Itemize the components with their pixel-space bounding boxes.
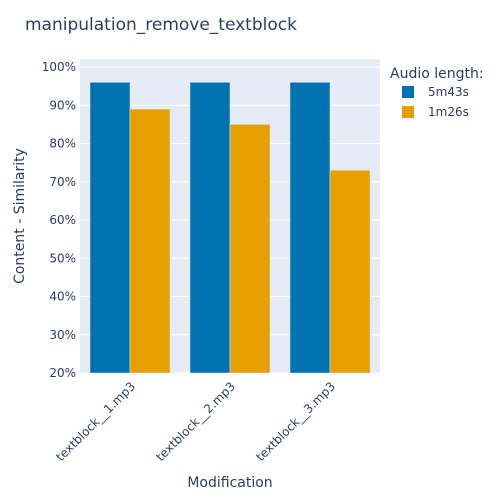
legend-swatch[interactable] [402, 86, 414, 98]
bar-1m26s-1[interactable] [129, 108, 171, 374]
y-tick-label: 80% [49, 137, 76, 151]
x-axis-label: Modification [187, 475, 272, 491]
y-tick-label: 90% [49, 98, 76, 112]
y-tick-label: 60% [49, 213, 76, 227]
legend-swatch[interactable] [402, 106, 414, 118]
bar-1m26s-3[interactable] [329, 170, 371, 374]
y-axis-label: Content - Similarity [12, 148, 28, 284]
legend-title: Audio length: [390, 66, 484, 82]
bar-1m26s-2[interactable] [229, 124, 271, 374]
bars [89, 82, 371, 374]
y-tick-label: 40% [49, 290, 76, 304]
y-tick-label: 50% [49, 251, 76, 265]
legend-item-label[interactable]: 1m26s [428, 105, 469, 119]
legend-item-label[interactable]: 5m43s [428, 85, 469, 99]
y-tick-label: 20% [49, 366, 76, 380]
x-axis-ticks: textblock__1.mp3 textblock__2.mp3 textbloc… [53, 379, 338, 464]
legend[interactable]: Audio length: 5m43s 1m26s [390, 66, 484, 119]
bar-5m43s-3[interactable] [289, 82, 331, 374]
y-tick-label: 100% [42, 60, 76, 74]
y-tick-label: 70% [49, 175, 76, 189]
bar-5m43s-1[interactable] [89, 82, 131, 374]
chart-title: manipulation_remove_textblock [25, 15, 297, 35]
x-tick-label: textblock__1.mp3 [53, 379, 138, 464]
bar-5m43s-2[interactable] [189, 82, 231, 374]
x-tick-label: textblock__2.mp3 [153, 379, 238, 464]
y-axis-ticks: 20% 30% 40% 50% 60% 70% 80% 90% 100% [42, 60, 76, 380]
x-tick-label: textblock__3.mp3 [253, 379, 338, 464]
y-tick-label: 30% [49, 328, 76, 342]
